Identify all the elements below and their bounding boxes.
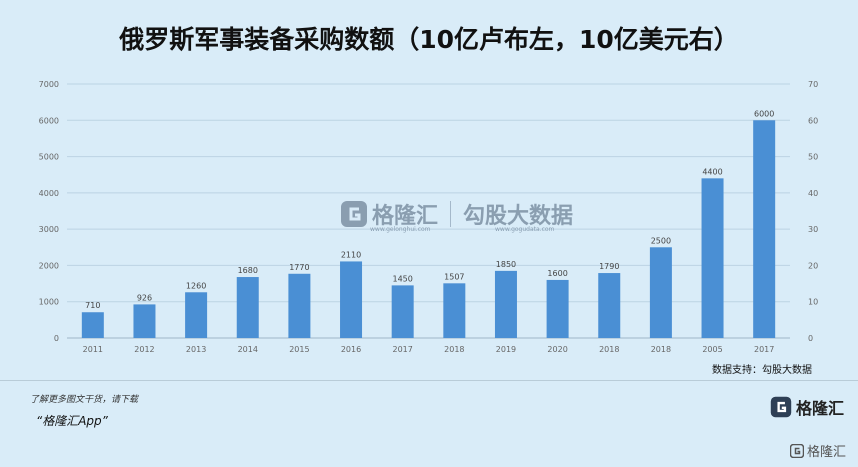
watermark-divider (450, 201, 452, 227)
watermark-partner-url: www.gogudata.com (495, 226, 555, 233)
footer-logo-text: 格隆汇 (796, 399, 845, 418)
bar (391, 285, 414, 338)
data-label: 1770 (289, 263, 309, 272)
data-label: 1260 (186, 281, 206, 290)
x-tick-label: 2016 (341, 345, 361, 354)
bar (288, 273, 311, 338)
x-tick-label: 2014 (238, 345, 258, 354)
data-label: 1450 (392, 274, 412, 283)
x-tick-label: 2018 (444, 345, 464, 354)
bar (236, 277, 259, 338)
watermark-brand-url: www.gelonghui.com (370, 226, 431, 233)
footer-logo-icon (770, 396, 792, 418)
corner-watermark-text: 格隆汇 (807, 445, 847, 460)
data-label: 1600 (547, 269, 567, 278)
bar (443, 283, 466, 338)
data-label: 4400 (702, 167, 722, 176)
data-label: 710 (85, 301, 100, 310)
footer-logo: 格隆汇 (770, 395, 844, 419)
y2-tick-label: 0 (808, 334, 813, 343)
bar (494, 270, 517, 338)
footer-divider (0, 380, 858, 381)
x-tick-label: 2015 (289, 345, 309, 354)
data-label: 2500 (651, 236, 671, 245)
data-labels: 710 926 1260 1680 1770 2110 1450 1507 1850 1600 17… (85, 109, 774, 310)
y2-tick-label: 10 (808, 298, 818, 307)
y-tick-label: 1000 (39, 298, 59, 307)
y-tick-label: 2000 (39, 261, 59, 270)
bars (81, 120, 776, 339)
data-label: 1850 (496, 260, 516, 269)
bar (81, 312, 104, 338)
x-tick-label: 2017 (754, 345, 774, 354)
x-tick-label: 2019 (496, 345, 516, 354)
x-tick-label: 2017 (392, 345, 412, 354)
x-tick-label: 2011 (83, 345, 103, 354)
bar (546, 279, 569, 338)
y-tick-label: 4000 (39, 189, 59, 198)
gelonghui-logo-icon (341, 201, 367, 227)
footer-text: 了解更多图文干货，请下载 (30, 395, 139, 405)
chart-title: 俄罗斯军事装备采购数额（10亿卢布左，10亿美元右） (119, 25, 739, 54)
y2-tick-label: 50 (808, 153, 818, 162)
data-label: 2110 (341, 250, 361, 259)
data-label: 1680 (238, 266, 258, 275)
x-tick-label: 2012 (134, 345, 154, 354)
footer-app-name: “格隆汇App” (36, 414, 108, 428)
x-tick-label: 2018 (651, 345, 671, 354)
x-tick-label: 2005 (702, 345, 722, 354)
y-tick-label: 7000 (39, 80, 59, 89)
x-tick-label: 2018 (599, 345, 619, 354)
x-tick-label: 2020 (547, 345, 567, 354)
watermark-partner: 勾股大数据 (463, 204, 574, 229)
bar (185, 292, 208, 338)
bar (701, 178, 724, 338)
source-note: 数据支持：勾股大数据 (712, 365, 812, 376)
data-label: 1507 (444, 272, 464, 281)
bar (598, 273, 621, 338)
y-tick-label: 3000 (39, 225, 59, 234)
y2-tick-label: 70 (808, 80, 818, 89)
y2-tick-label: 30 (808, 225, 818, 234)
bar (133, 304, 156, 338)
corner-watermark: 格隆汇 (790, 441, 846, 460)
bar (340, 261, 363, 338)
watermark-brand: 格隆汇 (372, 204, 439, 229)
y2-tick-label: 60 (808, 116, 818, 125)
axis-ticks: 0 1000 2000 3000 4000 5000 6000 7000 0 10 20 30 40 50… (39, 80, 819, 354)
y-tick-label: 0 (54, 334, 59, 343)
corner-logo-icon (790, 443, 804, 458)
bar (753, 120, 776, 339)
watermark: 格隆汇 勾股大数据 (340, 198, 573, 230)
y-tick-label: 5000 (39, 153, 59, 162)
data-label: 926 (137, 293, 152, 302)
bar (649, 247, 672, 338)
bar-chart: 710 926 1260 1680 1770 2110 1450 1507 1850 1600 17… (39, 80, 819, 354)
data-label: 6000 (754, 109, 774, 118)
y2-tick-label: 20 (808, 261, 818, 270)
y-tick-label: 6000 (39, 116, 59, 125)
data-label: 1790 (599, 262, 619, 271)
x-tick-label: 2013 (186, 345, 206, 354)
y2-tick-label: 40 (808, 189, 818, 198)
